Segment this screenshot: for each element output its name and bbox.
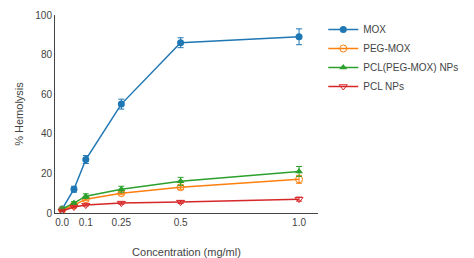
svg-text:40: 40 <box>41 128 53 139</box>
svg-text:100: 100 <box>35 10 52 21</box>
svg-text:20: 20 <box>41 168 53 179</box>
svg-text:0.25: 0.25 <box>112 217 132 228</box>
svg-text:% Hemolysis: % Hemolysis <box>13 82 25 146</box>
svg-text:Concentration (mg/ml): Concentration (mg/ml) <box>132 246 241 258</box>
svg-text:0.1: 0.1 <box>79 217 93 228</box>
svg-text:0: 0 <box>46 208 52 219</box>
svg-text:0.0: 0.0 <box>55 217 69 228</box>
svg-text:PCL(PEG-MOX) NPs: PCL(PEG-MOX) NPs <box>363 62 458 73</box>
svg-text:1.0: 1.0 <box>292 217 306 228</box>
svg-text:PCL NPs: PCL NPs <box>363 81 404 92</box>
svg-text:60: 60 <box>41 89 53 100</box>
svg-text:MOX: MOX <box>363 24 386 35</box>
svg-text:PEG-MOX: PEG-MOX <box>363 43 411 54</box>
svg-text:0.5: 0.5 <box>174 217 188 228</box>
svg-text:80: 80 <box>41 49 53 60</box>
